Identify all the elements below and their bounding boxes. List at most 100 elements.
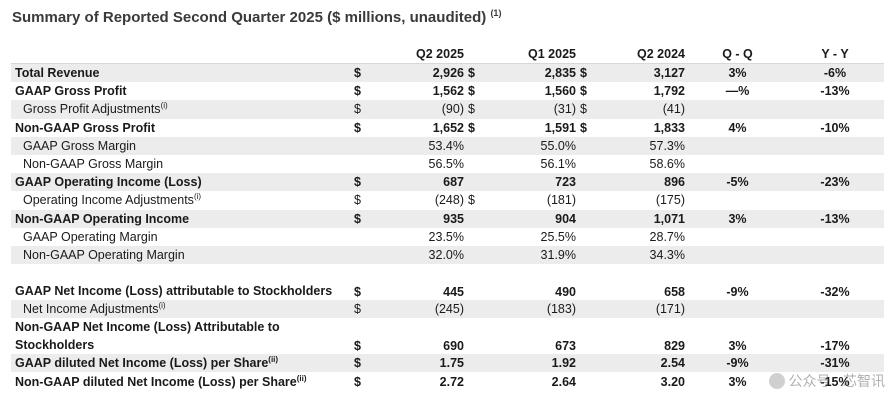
value-cell: 53.4% <box>370 136 468 155</box>
row-label: Non-GAAP Gross Profit <box>11 119 354 137</box>
value-cell: 56.1% <box>540 157 576 172</box>
table-row: Operating Income Adjustments(i) $ (248) $ (1… <box>11 191 884 209</box>
currency-symbol: $ <box>354 354 370 373</box>
currency-symbol <box>580 191 596 209</box>
value-cell: (183) <box>484 300 580 319</box>
currency-symbol: $ <box>354 84 361 99</box>
value-cell: 32.0% <box>370 245 468 265</box>
value-cell: 687 <box>370 173 468 192</box>
footnote-marker: (i) <box>193 192 202 202</box>
currency-symbol: $ <box>354 173 370 192</box>
row-label: Operating Income Adjustments(i) <box>11 191 354 209</box>
currency-symbol <box>468 318 484 354</box>
currency-symbol: $ <box>354 193 361 208</box>
value-cell: 58.6% <box>649 157 685 172</box>
currency-symbol: $ <box>354 63 370 83</box>
footnote-marker: (i) <box>160 101 168 111</box>
value-cell: 1,560 <box>544 84 576 99</box>
value-cell: 904 <box>484 209 580 228</box>
qq-change: 3% <box>728 374 747 389</box>
page-title: Summary of Reported Second Quarter 2025 … <box>12 9 501 27</box>
row-label-text: GAAP Operating Income (Loss) <box>15 175 202 190</box>
row-label-text: Net Income Adjustments <box>23 302 159 317</box>
row-label: Non-GAAP diluted Net Income (Loss) per S… <box>11 372 354 390</box>
value-cell: 1,833 <box>653 120 685 135</box>
yy-change <box>786 300 884 319</box>
column-header: Q - Q <box>689 45 786 64</box>
qq-change: -9% <box>689 354 786 373</box>
value-cell: (171) <box>596 300 689 319</box>
value-cell: 445 <box>443 285 464 300</box>
currency-symbol <box>468 155 484 173</box>
row-label-text: GAAP diluted Net Income (Loss) per Share <box>15 356 269 371</box>
watermark-text: 公众号 · 芯智讯 <box>788 373 885 389</box>
value-cell: 673 <box>555 339 576 354</box>
qq-change: 4% <box>728 120 747 135</box>
value-cell: 55.0% <box>484 136 580 155</box>
yy-change: -32% <box>820 285 850 300</box>
yy-change: -23% <box>786 173 884 192</box>
currency-symbol <box>468 372 484 390</box>
value-cell: 2,926 <box>370 63 468 83</box>
yy-change <box>786 136 884 155</box>
qq-change: -5% <box>689 173 786 192</box>
row-label: Gross Profit Adjustments(i) <box>11 100 354 119</box>
row-label-text: GAAP Net Income (Loss) attributable to S… <box>15 284 333 299</box>
currency-symbol: $ <box>354 120 361 135</box>
currency-symbol <box>468 209 484 228</box>
value-cell: 1,591 <box>544 120 576 135</box>
value-cell: 23.5% <box>428 229 464 244</box>
row-label: GAAP Net Income (Loss) attributable to S… <box>11 264 354 300</box>
qq-change: -9% <box>726 285 749 300</box>
yy-change <box>786 155 884 173</box>
row-label-text: Non-GAAP Net Income (Loss) Attributable … <box>15 320 280 353</box>
table-row: GAAP Gross Margin 53.4% 55.0% 57.3% <box>11 136 884 155</box>
currency-symbol <box>354 136 370 155</box>
row-label: Non-GAAP Operating Income <box>11 209 354 228</box>
column-header: Q2 2025 <box>354 45 468 64</box>
table-body: Total Revenue $2,926 $2,835 $3,127 3% -6% GAAP… <box>11 63 884 391</box>
value-cell: (41) <box>596 100 689 119</box>
value-cell: 723 <box>484 173 580 192</box>
table-row: Non-GAAP Net Income (Loss) Attributable … <box>11 318 884 354</box>
currency-symbol: $ <box>354 300 370 319</box>
column-header: Y - Y <box>786 45 884 64</box>
currency-symbol: $ <box>354 285 361 300</box>
value-cell: 1,792 <box>653 84 685 99</box>
row-label: Non-GAAP Net Income (Loss) Attributable … <box>11 318 354 354</box>
currency-symbol: $ <box>354 374 361 389</box>
table-row: GAAP Gross Profit $1,562 $1,560 $1,792 —% -13… <box>11 82 884 100</box>
value-cell: 28.7% <box>649 229 685 244</box>
value-cell: 2.72 <box>439 374 464 389</box>
wechat-icon <box>768 373 785 389</box>
table-row: Non-GAAP Operating Income $935 904 1,071 3% -… <box>11 209 884 228</box>
currency-symbol <box>580 155 596 173</box>
row-label-text: Gross Profit Adjustments <box>23 102 161 117</box>
value-cell: 690 <box>443 339 464 354</box>
qq-change <box>689 155 786 173</box>
currency-symbol: $ <box>468 120 475 135</box>
currency-symbol <box>580 264 596 300</box>
currency-symbol: $ <box>354 339 361 354</box>
row-label-text: Non-GAAP Operating Income <box>15 211 190 226</box>
currency-symbol <box>580 245 596 265</box>
currency-symbol <box>580 300 596 319</box>
row-label-text: Non-GAAP diluted Net Income (Loss) per S… <box>15 374 297 389</box>
value-cell: 34.3% <box>596 245 689 265</box>
currency-symbol: $ <box>580 100 596 119</box>
yy-change: -31% <box>786 354 884 373</box>
value-cell: 1.92 <box>484 354 580 373</box>
value-cell: (248) <box>434 193 464 208</box>
row-label: GAAP Operating Margin <box>11 228 354 246</box>
row-label: GAAP diluted Net Income (Loss) per Share… <box>11 354 354 373</box>
value-cell: 31.9% <box>484 245 580 265</box>
currency-symbol <box>354 228 370 246</box>
table-row: Non-GAAP Gross Margin 56.5% 56.1% 58.6% <box>11 155 884 173</box>
currency-symbol <box>580 209 596 228</box>
currency-symbol: $ <box>580 84 587 99</box>
currency-symbol <box>580 136 596 155</box>
qq-change: 3% <box>728 339 747 354</box>
row-label-text: Total Revenue <box>15 66 100 81</box>
table-row: Net Income Adjustments(i) $ (245) (183) (171… <box>11 300 884 319</box>
column-header: Q2 2024 <box>580 45 689 64</box>
